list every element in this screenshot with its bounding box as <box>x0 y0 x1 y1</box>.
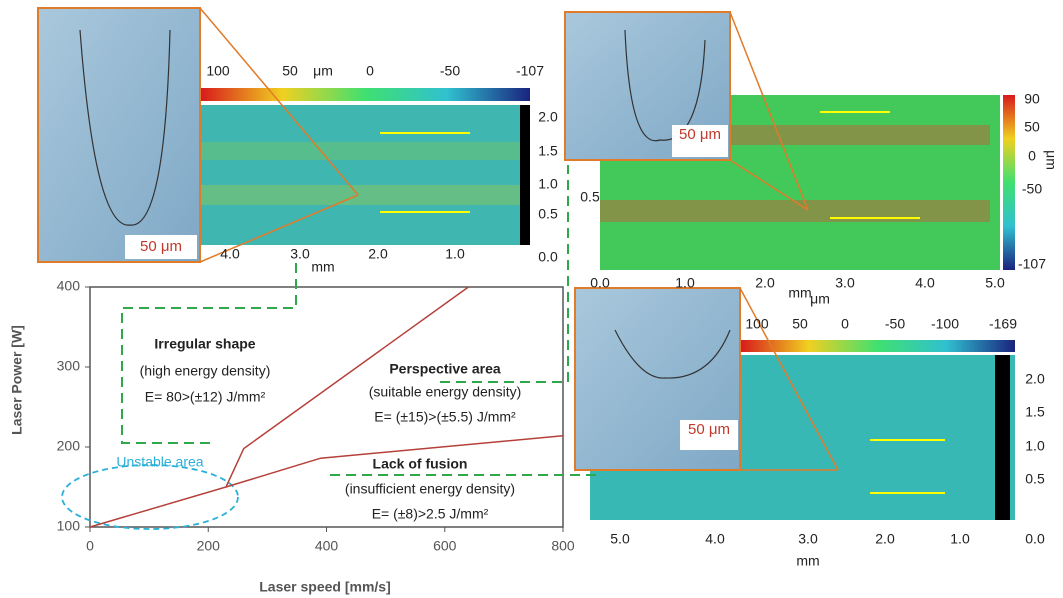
scale-box <box>680 420 738 450</box>
connector <box>729 11 809 211</box>
connector <box>199 7 359 196</box>
side-tick-label: 0.0 <box>1025 531 1045 547</box>
colorbar-tick-label: 0 <box>1028 148 1036 164</box>
y-tick-label: 200 <box>57 438 81 454</box>
side-tick-label: 2.0 <box>1025 371 1045 387</box>
track <box>600 200 990 222</box>
bottom-tick-label: 2.0 <box>755 275 775 291</box>
micrograph <box>37 7 201 263</box>
colorbar-tick-label: 50 <box>282 63 298 79</box>
axis-unit: mm <box>788 285 811 301</box>
melt-pool <box>614 329 731 379</box>
bottom-tick-label: 2.0 <box>875 531 895 547</box>
bottom-tick-label: 1.0 <box>950 531 970 547</box>
x-tick-label: 600 <box>433 538 457 554</box>
scale-bar-label: 50 μm <box>679 126 721 143</box>
bottom-tick-label: 1.0 <box>675 275 695 291</box>
side-tick-label: 2.0 <box>538 109 558 125</box>
annotation: (suitable energy density) <box>369 384 522 400</box>
annotation: E= 80>(±12) J/mm² <box>145 389 266 405</box>
side-tick-label: 1.0 <box>538 176 558 192</box>
colorbar-tick-label: -107 <box>516 63 544 79</box>
boundary-line <box>225 435 564 488</box>
x-tick-label: 200 <box>197 538 221 554</box>
bottom-tick-label: 5.0 <box>985 275 1005 291</box>
y-tick-label: 100 <box>57 518 81 534</box>
colorbar-tick-label: 50 <box>1024 119 1040 135</box>
colorbar-unit: μm <box>1043 150 1059 170</box>
unstable-region <box>61 464 239 530</box>
y-axis-label: Laser Power [W] <box>9 325 25 435</box>
annotation: Lack of fusion <box>373 456 468 472</box>
colorbar-tick-label: 90 <box>1024 91 1040 107</box>
bottom-tick-label: 1.0 <box>445 246 465 262</box>
side-tick-label: 0.5 <box>1025 471 1045 487</box>
axis-unit: mm <box>796 553 819 569</box>
side-tick-label: 1.5 <box>538 143 558 159</box>
y-tick-label: 300 <box>57 358 81 374</box>
x-tick-label: 0 <box>86 538 94 554</box>
side-tick-label: 0.5 <box>580 189 600 205</box>
colorbar-tick-label: 100 <box>206 63 230 79</box>
side-tick-label: 1.0 <box>1025 438 1045 454</box>
height-map <box>200 105 530 245</box>
bottom-tick-label: 5.0 <box>610 531 630 547</box>
colorbar-unit: μm <box>313 63 333 79</box>
y-tick-label: 400 <box>57 278 81 294</box>
annotation: (insufficient energy density) <box>345 481 515 497</box>
annotation: Unstable area <box>116 454 203 470</box>
colorbar-tick-label: -100 <box>931 316 959 332</box>
boundary-line <box>89 286 469 528</box>
x-axis-label: Laser speed [mm/s] <box>259 579 391 595</box>
colorbar-tick-label: -50 <box>440 63 460 79</box>
colorbar-tick-label: 100 <box>745 316 769 332</box>
colorbar-tick-label: -50 <box>885 316 905 332</box>
bottom-tick-label: 3.0 <box>290 246 310 262</box>
scale-box <box>125 235 197 259</box>
edge <box>520 105 530 245</box>
annotation: E= (±8)>2.5 J/mm² <box>372 506 489 522</box>
side-tick-label: 0.0 <box>538 249 558 265</box>
bottom-tick-label: 4.0 <box>915 275 935 291</box>
colorbar-tick-label: -50 <box>1022 181 1042 197</box>
colorbar-unit: μm <box>810 291 830 307</box>
melt-pool <box>79 29 171 226</box>
colorbar-tick-label: 0 <box>841 316 849 332</box>
connector <box>199 194 359 263</box>
bottom-tick-label: 3.0 <box>835 275 855 291</box>
melt-pool <box>624 29 706 142</box>
colorbar <box>200 88 530 101</box>
scale-bar-label: 50 μm <box>140 238 182 255</box>
bottom-tick-label: 3.0 <box>798 531 818 547</box>
colorbar-tick-label: -107 <box>1018 256 1046 272</box>
bottom-tick-label: 2.0 <box>368 246 388 262</box>
edge <box>995 355 1010 520</box>
colorbar <box>740 340 1015 352</box>
connector <box>739 287 839 471</box>
annotation: E= (±15)>(±5.5) J/mm² <box>374 409 516 425</box>
connector <box>729 159 809 211</box>
bottom-tick-label: 4.0 <box>705 531 725 547</box>
bottom-tick-label: 4.0 <box>220 246 240 262</box>
link <box>440 165 569 383</box>
scale-box <box>672 125 728 157</box>
track <box>200 185 520 205</box>
scale-bar-label: 50 μm <box>688 421 730 438</box>
annotation: (high energy density) <box>140 363 271 379</box>
colorbar <box>1003 95 1015 270</box>
annotation: Perspective area <box>389 361 501 377</box>
axis-unit: mm <box>311 259 334 275</box>
side-tick-label: 1.5 <box>1025 404 1045 420</box>
annotation: Irregular shape <box>154 336 255 352</box>
x-tick-label: 400 <box>315 538 339 554</box>
colorbar-tick-label: 0 <box>366 63 374 79</box>
track <box>200 142 520 160</box>
colorbar-tick-label: -169 <box>989 316 1017 332</box>
bottom-tick-label: 0.0 <box>590 275 610 291</box>
x-tick-label: 800 <box>551 538 575 554</box>
plot-area <box>89 286 564 528</box>
colorbar-tick-label: 50 <box>792 316 808 332</box>
side-tick-label: 0.5 <box>538 206 558 222</box>
